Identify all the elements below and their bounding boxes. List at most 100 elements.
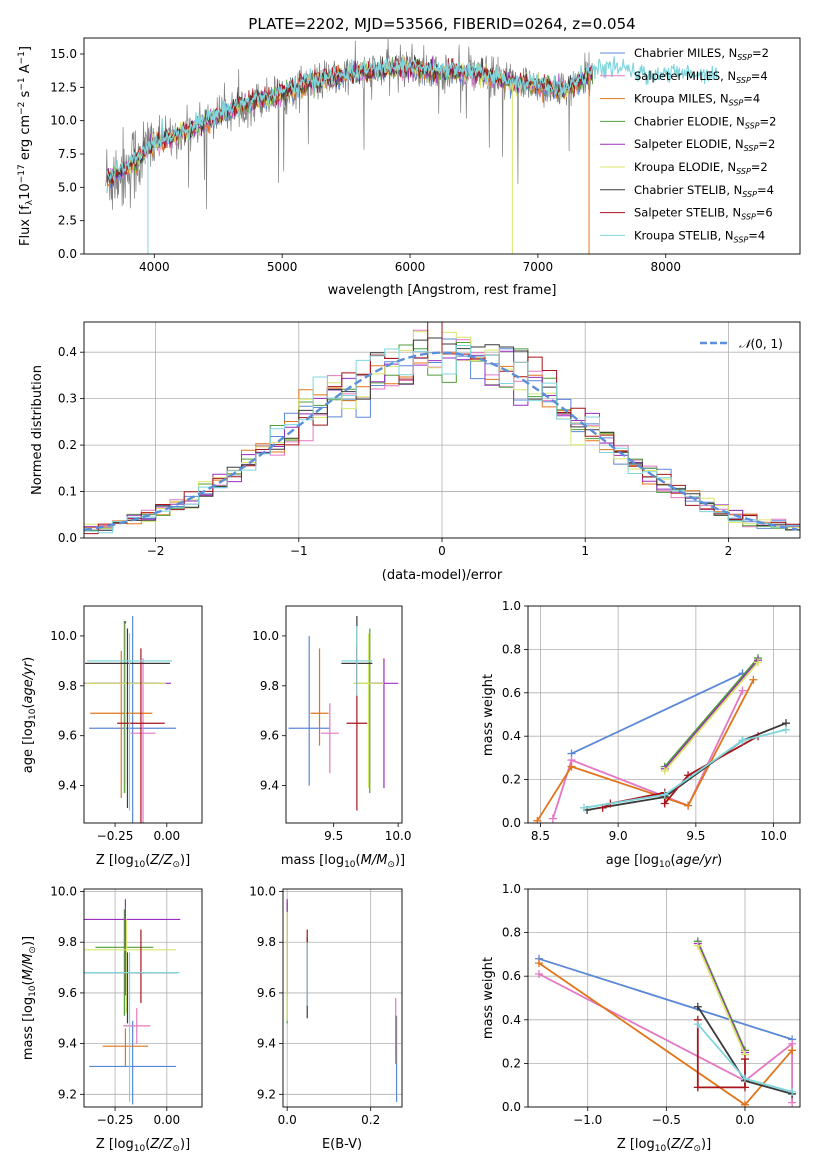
weight-vs-age-ylabel: mass weight (481, 674, 496, 756)
age-vs-z-axes-plot (84, 615, 177, 823)
x-tick-label: −1.0 (573, 1113, 602, 1127)
label-open: ( (21, 980, 36, 985)
y-tick-label: 2.5 (58, 214, 77, 228)
y-tick-label: 10.0 (252, 629, 279, 643)
label-open: ( (356, 853, 361, 868)
weight-line-sm (538, 973, 793, 1103)
weight-marker-km (740, 1100, 749, 1107)
y-tick-label: 7.5 (58, 147, 77, 161)
x-tick-label: 2 (725, 544, 733, 558)
label-sub: 10 (134, 1144, 146, 1154)
label-prefix: Z [log (617, 1137, 655, 1152)
legend-sub: SSP (744, 144, 759, 153)
label-ratio: Z/Z (149, 1137, 173, 1152)
legend-suffix: =2 (751, 160, 768, 174)
age-vs-z-axes: −0.25 0.009.49.69.810.0Z [log10(Z/Z⊙)]age… (21, 605, 203, 870)
label-prefix: age [log (606, 853, 659, 868)
ylabel-part: −17 (17, 164, 27, 183)
x-tick-label: 1 (581, 544, 589, 558)
y-tick-label: 9.2 (257, 1087, 276, 1101)
legend-sub: SSP (734, 235, 749, 244)
label-open: ( (670, 853, 675, 868)
legend-sub: SSP (742, 190, 757, 199)
legend-label-ce: Chabrier ELODIE, NSSP=2 (634, 114, 776, 130)
weight-line-km (536, 679, 755, 822)
y-tick-label: 9.6 (58, 729, 77, 743)
age-vs-z-xlabel: Z [log10(Z/Z⊙)] (96, 853, 190, 870)
legend-suffix: =4 (748, 228, 765, 242)
legend-label-ks: Kroupa STELIB, NSSP=4 (634, 228, 765, 244)
x-tick-label: 0.0 (735, 1113, 754, 1127)
weight-vs-z-axes: −1.0 −0.5 0.0 0.0 0.2 0.4 0.6 0.8 1.0 Z [log10(Z/… (481, 882, 801, 1154)
y-tick-label: 15.0 (50, 47, 77, 61)
label-sub: 10 (28, 708, 38, 720)
ylabel-part: −1 (17, 51, 27, 64)
legend-prefix: Salpeter MILES, N (634, 69, 736, 83)
weight-marker-ke (693, 941, 702, 950)
weight-line-ks (583, 728, 787, 809)
label-close: )] (395, 853, 405, 868)
label-sub: 10 (134, 860, 146, 870)
x-tick-label: 5000 (267, 260, 298, 274)
label-ratio: age/yr (676, 853, 719, 868)
weight-vs-age-axes: 8.5 9.0 9.5 10.0 0.0 0.2 0.4 0.6 0.8 1.0 age [log1… (481, 599, 801, 870)
y-tick-label: 0.4 (502, 1013, 521, 1027)
weight-marker-sm (738, 686, 747, 695)
y-tick-label: 0.0 (502, 816, 521, 830)
mass-vs-z-axes-plot (84, 889, 202, 1107)
weight-vs-z-xlabel: Z [log10(Z/Z⊙)] (617, 1137, 711, 1154)
legend-label-normal: 𝒩(0, 1) (739, 337, 783, 351)
mass-vs-ebv-axes-plot (283, 889, 402, 1107)
label-sun: ⊙ (693, 1144, 701, 1154)
y-tick-label: 0.8 (502, 642, 521, 656)
residual-histogram-ss (84, 322, 800, 535)
weight-marker-km (788, 1046, 797, 1055)
x-tick-label: −0.25 (97, 1113, 134, 1127)
label-sun: ⊙ (387, 860, 395, 870)
legend-label-cm: Chabrier MILES, NSSP=2 (634, 46, 769, 62)
label-ratio: age/yr (21, 660, 36, 703)
legend-suffix: =6 (756, 206, 773, 220)
x-tick-label: −0.5 (652, 1113, 681, 1127)
axes-frame (83, 605, 203, 824)
mass-vs-z-axes: −0.25 0.009.29.49.69.810.0Z [log10(Z/Z⊙)]… (21, 885, 203, 1154)
weight-marker-km (684, 801, 693, 810)
y-tick-label: 10.0 (50, 114, 77, 128)
label-sun: ⊙ (28, 946, 38, 954)
legend-suffix: =2 (758, 137, 775, 151)
y-tick-label: 10.0 (50, 629, 77, 643)
legend-suffix: =4 (743, 92, 760, 106)
weight-marker-km (533, 816, 542, 823)
mass-vs-z-xlabel: Z [log10(Z/Z⊙)] (96, 1137, 190, 1154)
legend-normal-symbol: 𝒩 (739, 337, 754, 351)
legend-label-km: Kroupa MILES, NSSP=4 (634, 92, 760, 108)
age-vs-z-ylabel: age [log10(age/yr) (21, 657, 38, 774)
x-tick-label: 6000 (395, 260, 426, 274)
legend-label-ss: Salpeter STELIB, NSSP=6 (634, 206, 773, 222)
label-prefix: Z [log (96, 853, 134, 868)
weight-line-sm (552, 690, 744, 819)
weight-marker-sm (548, 814, 557, 823)
y-tick-label: 0.6 (502, 686, 521, 700)
y-tick-label: 0.8 (502, 926, 521, 940)
weight-marker-ss (740, 1083, 749, 1092)
weight-marker-ks (788, 1087, 797, 1096)
axes-frame (282, 888, 403, 1108)
spectrum-axes: 4000 5000 6000 7000 8000 0.0 2.5 5.0 7.5 10.0 12.5… (17, 37, 801, 298)
x-tick-label: 7000 (523, 260, 554, 274)
weight-marker-ks (738, 736, 747, 745)
label-close: )] (180, 1137, 190, 1152)
label-sub: 10 (28, 985, 38, 997)
label-close: ) (21, 657, 36, 662)
y-tick-label: 9.8 (58, 679, 77, 693)
legend-suffix: =2 (752, 46, 769, 60)
x-tick-label: 8000 (650, 260, 681, 274)
weight-marker-km (749, 675, 758, 684)
label-ratio: M/M (21, 954, 36, 981)
weight-marker-km (567, 762, 576, 771)
y-tick-label: 9.8 (58, 935, 77, 949)
histogram-axes-plot (84, 322, 800, 538)
legend-sub: SSP (736, 76, 751, 85)
axes-frame (527, 605, 801, 824)
